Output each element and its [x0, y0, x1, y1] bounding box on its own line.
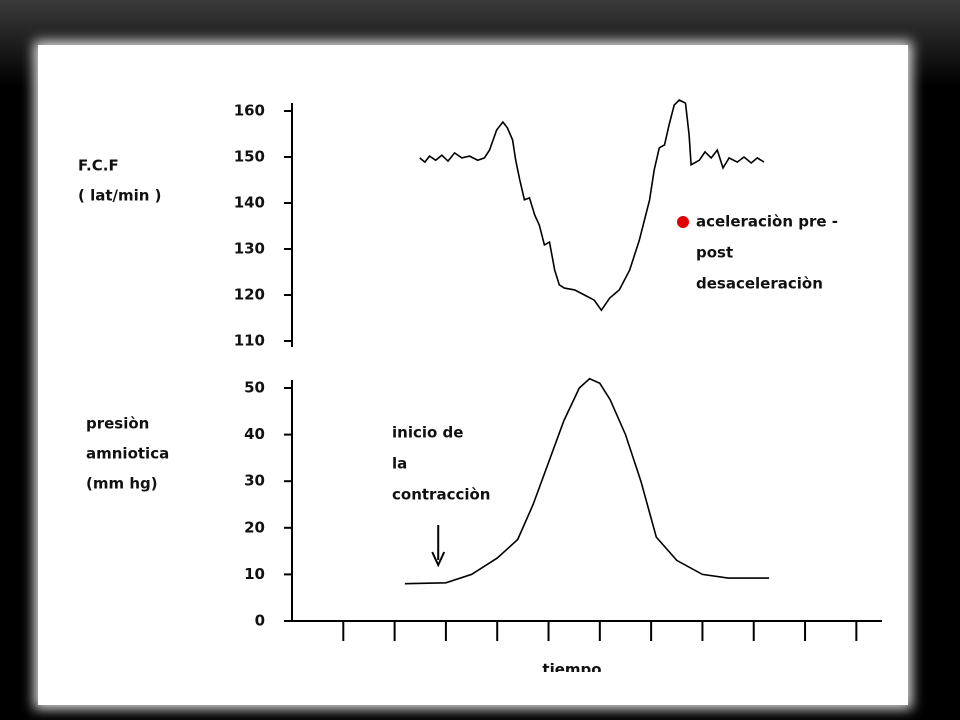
- slide: [38, 45, 908, 705]
- data-line: [404, 377, 770, 585]
- y-tick-label: 130: [234, 240, 265, 258]
- legend-marker: [677, 216, 689, 228]
- y-tick-label: 160: [234, 102, 265, 120]
- y-tick-label: 120: [234, 286, 265, 304]
- y-tick-label: 10: [244, 565, 265, 583]
- y-tick-label: 110: [234, 332, 265, 350]
- y-tick-label: 0: [255, 612, 265, 630]
- y-axis-label: F.C.F: [78, 157, 119, 175]
- y-axis-label: amniotica: [86, 445, 169, 463]
- annotation-arrowhead: [431, 551, 446, 568]
- y-tick-label: 140: [234, 194, 265, 212]
- y-axis-label: ( lat/min ): [78, 187, 162, 205]
- data-line: [419, 99, 765, 312]
- annotation: contracciòn: [392, 486, 490, 504]
- annotation: la: [392, 455, 407, 473]
- y-tick-label: 50: [244, 379, 265, 397]
- x-axis-label: tiempo: [542, 661, 601, 679]
- y-tick-label: 20: [244, 518, 265, 536]
- y-axis-label: (mm hg): [86, 475, 158, 493]
- charts: 110 120 130 140 150 160 F.C.F ( lat/min ) aceler…: [78, 99, 882, 679]
- y-tick-label: 150: [234, 148, 265, 166]
- legend-label: aceleraciòn pre -: [696, 213, 838, 231]
- y-tick-label: 30: [244, 472, 265, 490]
- legend-label: desaceleraciòn: [696, 275, 823, 293]
- annotation: inicio de: [392, 424, 463, 442]
- y-axis-label: presiòn: [86, 415, 149, 433]
- y-tick-label: 40: [244, 425, 265, 443]
- legend-label: post: [696, 244, 733, 262]
